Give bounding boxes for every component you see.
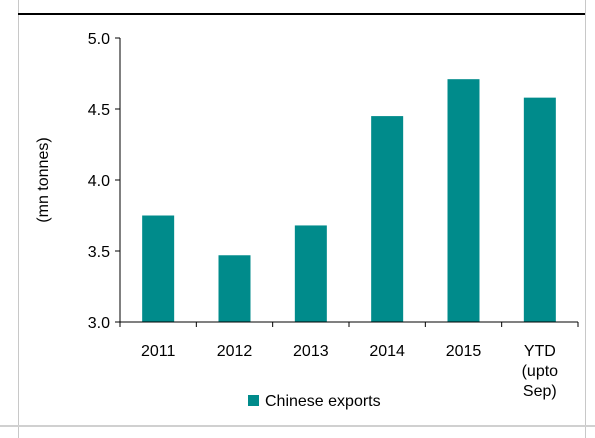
- bar-3: [371, 116, 404, 322]
- x-tick-label: 2012: [217, 343, 253, 360]
- legend-swatch-chinese-exports: [248, 395, 259, 406]
- y-tick-label: 4.0: [88, 173, 110, 190]
- x-tick-label: YTD (upto Sep): [522, 343, 559, 400]
- bar-0: [142, 215, 175, 322]
- x-tick-label: 2013: [293, 343, 329, 360]
- cell-border-left: [18, 0, 19, 438]
- y-tick-label: 4.5: [88, 102, 110, 119]
- bar-1: [218, 255, 251, 322]
- y-axis: 3.0 3.5 4.0 4.5 5.0: [88, 31, 121, 332]
- legend-label-chinese-exports: Chinese exports: [265, 393, 381, 410]
- y-tick-label: 5.0: [88, 31, 110, 48]
- y-tick-label: 3.5: [88, 244, 110, 261]
- bar-5: [523, 97, 556, 322]
- bar-4: [447, 79, 480, 323]
- bar-2: [294, 225, 327, 322]
- x-tick-label: 2011: [141, 343, 176, 360]
- x-tick-label: 2015: [446, 343, 482, 360]
- y-axis-label: (mn tonnes): [35, 137, 52, 222]
- title-strip: [0, 0, 595, 16]
- cell-border-right: [585, 0, 586, 438]
- bars: [142, 79, 556, 323]
- y-tick-label: 3.0: [88, 315, 110, 332]
- title-underline: [18, 13, 585, 15]
- cell-border-bottom: [0, 425, 595, 427]
- x-tick-label: 2014: [369, 343, 405, 360]
- legend: Chinese exports: [248, 393, 381, 410]
- x-axis: 2011 2012 2013 2014 2015 YTD (upto Sep): [119, 321, 579, 400]
